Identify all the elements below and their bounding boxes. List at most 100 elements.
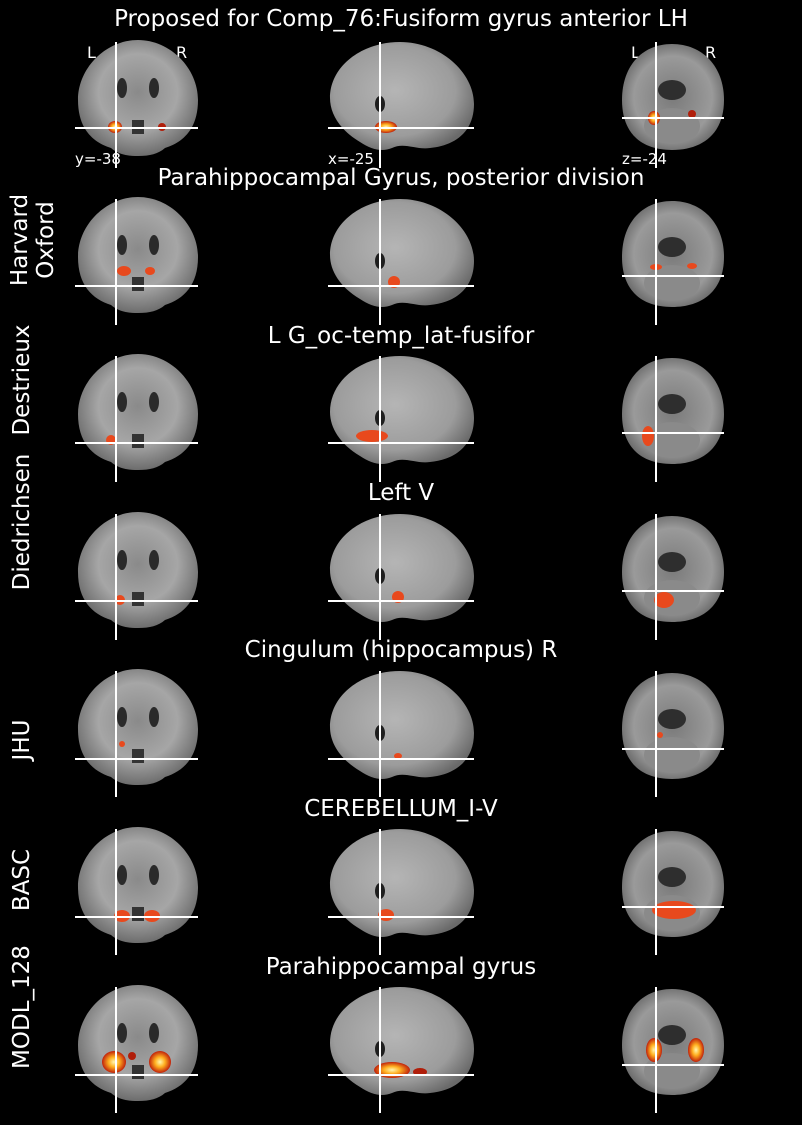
coronal-brain: [78, 354, 198, 470]
coronal-slice: [75, 354, 198, 482]
coronal-slice: [75, 512, 198, 640]
slice-row-4: [75, 669, 724, 797]
ventricle-right: [149, 707, 159, 727]
axial-slice: [622, 987, 724, 1113]
coord-sagittal: x=-25: [328, 150, 374, 168]
coronal-slice: [75, 197, 198, 325]
coronal-brain: [78, 669, 198, 785]
ventricle-left: [117, 1023, 127, 1043]
slice-row-6: [75, 985, 724, 1113]
sagittal-slice: [328, 514, 474, 640]
activation-blob: [145, 267, 155, 275]
brainstem-gap: [132, 907, 144, 921]
sagittal-brain: [330, 829, 474, 937]
activation-blob: [688, 110, 696, 118]
axial-slice: [622, 42, 724, 168]
brainstem-gap: [132, 592, 144, 606]
activation-blob: [642, 426, 654, 446]
coord-coronal: y=-38: [75, 150, 121, 168]
activation-blob: [652, 901, 696, 919]
coronal-brain: [78, 197, 198, 313]
axial-midbrain: [658, 709, 686, 729]
sagittal-slice: [328, 42, 474, 168]
coronal-brain: [78, 985, 198, 1101]
ventricle-left: [117, 392, 127, 412]
slice-row-5: [75, 827, 724, 955]
ventricle-left: [117, 550, 127, 570]
orientation-left-coronal: L: [87, 43, 96, 62]
coronal-brain: [78, 40, 198, 156]
region-title-basc: CEREBELLUM_I-V: [304, 796, 498, 822]
orientation-right-coronal: R: [176, 43, 188, 62]
sagittal-brain: [330, 42, 474, 150]
slice-row-1: [75, 197, 724, 325]
ventricle-left: [117, 865, 127, 885]
activation-blob: [657, 732, 663, 738]
main-title: Proposed for Comp_76:Fusiform gyrus ante…: [114, 6, 688, 32]
sagittal-slice: [328, 829, 474, 955]
activation-blob: [102, 1051, 126, 1073]
axial-cerebellum: [644, 737, 700, 773]
ventricle-right: [149, 1023, 159, 1043]
axial-midbrain: [658, 552, 686, 572]
sagittal-slice: [328, 671, 474, 797]
region-title-destrieux: L G_oc-temp_lat-fusifor: [267, 323, 535, 349]
slice-row-3: [75, 512, 724, 640]
axial-slice: [622, 829, 724, 955]
ventricle-right: [149, 550, 159, 570]
activation-blob: [654, 592, 674, 608]
sagittal-brain: [330, 356, 474, 464]
ventricle-left: [117, 235, 127, 255]
axial-cerebellum: [644, 1053, 700, 1089]
axial-midbrain: [658, 237, 686, 257]
region-title-diedrichsen: Left V: [367, 480, 435, 506]
brainstem-gap: [132, 434, 144, 448]
slice-row-2: [75, 354, 724, 482]
sagittal-slice: [328, 356, 474, 482]
coronal-brain: [78, 512, 198, 628]
sagittal-brain: [330, 514, 474, 622]
ventricle-left: [117, 707, 127, 727]
brainstem-gap: [132, 277, 144, 291]
activation-blob: [356, 430, 388, 442]
orientation-right-axial: R: [705, 43, 717, 62]
sagittal-brain: [330, 199, 474, 307]
axial-slice: [622, 199, 724, 325]
activation-blob: [117, 266, 131, 276]
axial-midbrain: [658, 867, 686, 887]
coronal-slice: [75, 827, 198, 955]
brainstem-gap: [132, 1065, 144, 1079]
region-title-harvard-oxford: Parahippocampal Gyrus, posterior divisio…: [157, 165, 645, 191]
activation-blob: [149, 1051, 171, 1073]
axial-slice: [622, 356, 724, 482]
region-title-modl: Parahippocampal gyrus: [265, 954, 537, 980]
coronal-slice: [75, 40, 198, 168]
slice-row-0: [75, 40, 724, 168]
sagittal-brain: [330, 671, 474, 779]
axial-midbrain: [658, 1025, 686, 1045]
activation-blob: [687, 263, 697, 269]
axial-slice: [622, 514, 724, 640]
axial-midbrain: [658, 80, 686, 100]
coronal-slice: [75, 985, 198, 1113]
activation-blob: [688, 1038, 704, 1062]
ventricle-right: [149, 392, 159, 412]
sagittal-slice: [328, 199, 474, 325]
activation-blob: [646, 1038, 662, 1062]
ventricle-left: [117, 78, 127, 98]
activation-blob: [394, 753, 402, 759]
axial-midbrain: [658, 394, 686, 414]
axial-slice: [622, 671, 724, 797]
orientation-left-axial: L: [631, 43, 640, 62]
brainstem-gap: [132, 749, 144, 763]
axial-cerebellum: [644, 265, 700, 301]
ventricle-right: [149, 78, 159, 98]
ventricle-right: [149, 235, 159, 255]
region-title-jhu: Cingulum (hippocampus) R: [244, 637, 558, 663]
sagittal-brain: [330, 987, 474, 1095]
axial-cerebellum: [644, 422, 700, 458]
sagittal-slice: [328, 987, 474, 1113]
activation-blob: [119, 741, 125, 747]
activation-blob: [128, 1052, 136, 1060]
